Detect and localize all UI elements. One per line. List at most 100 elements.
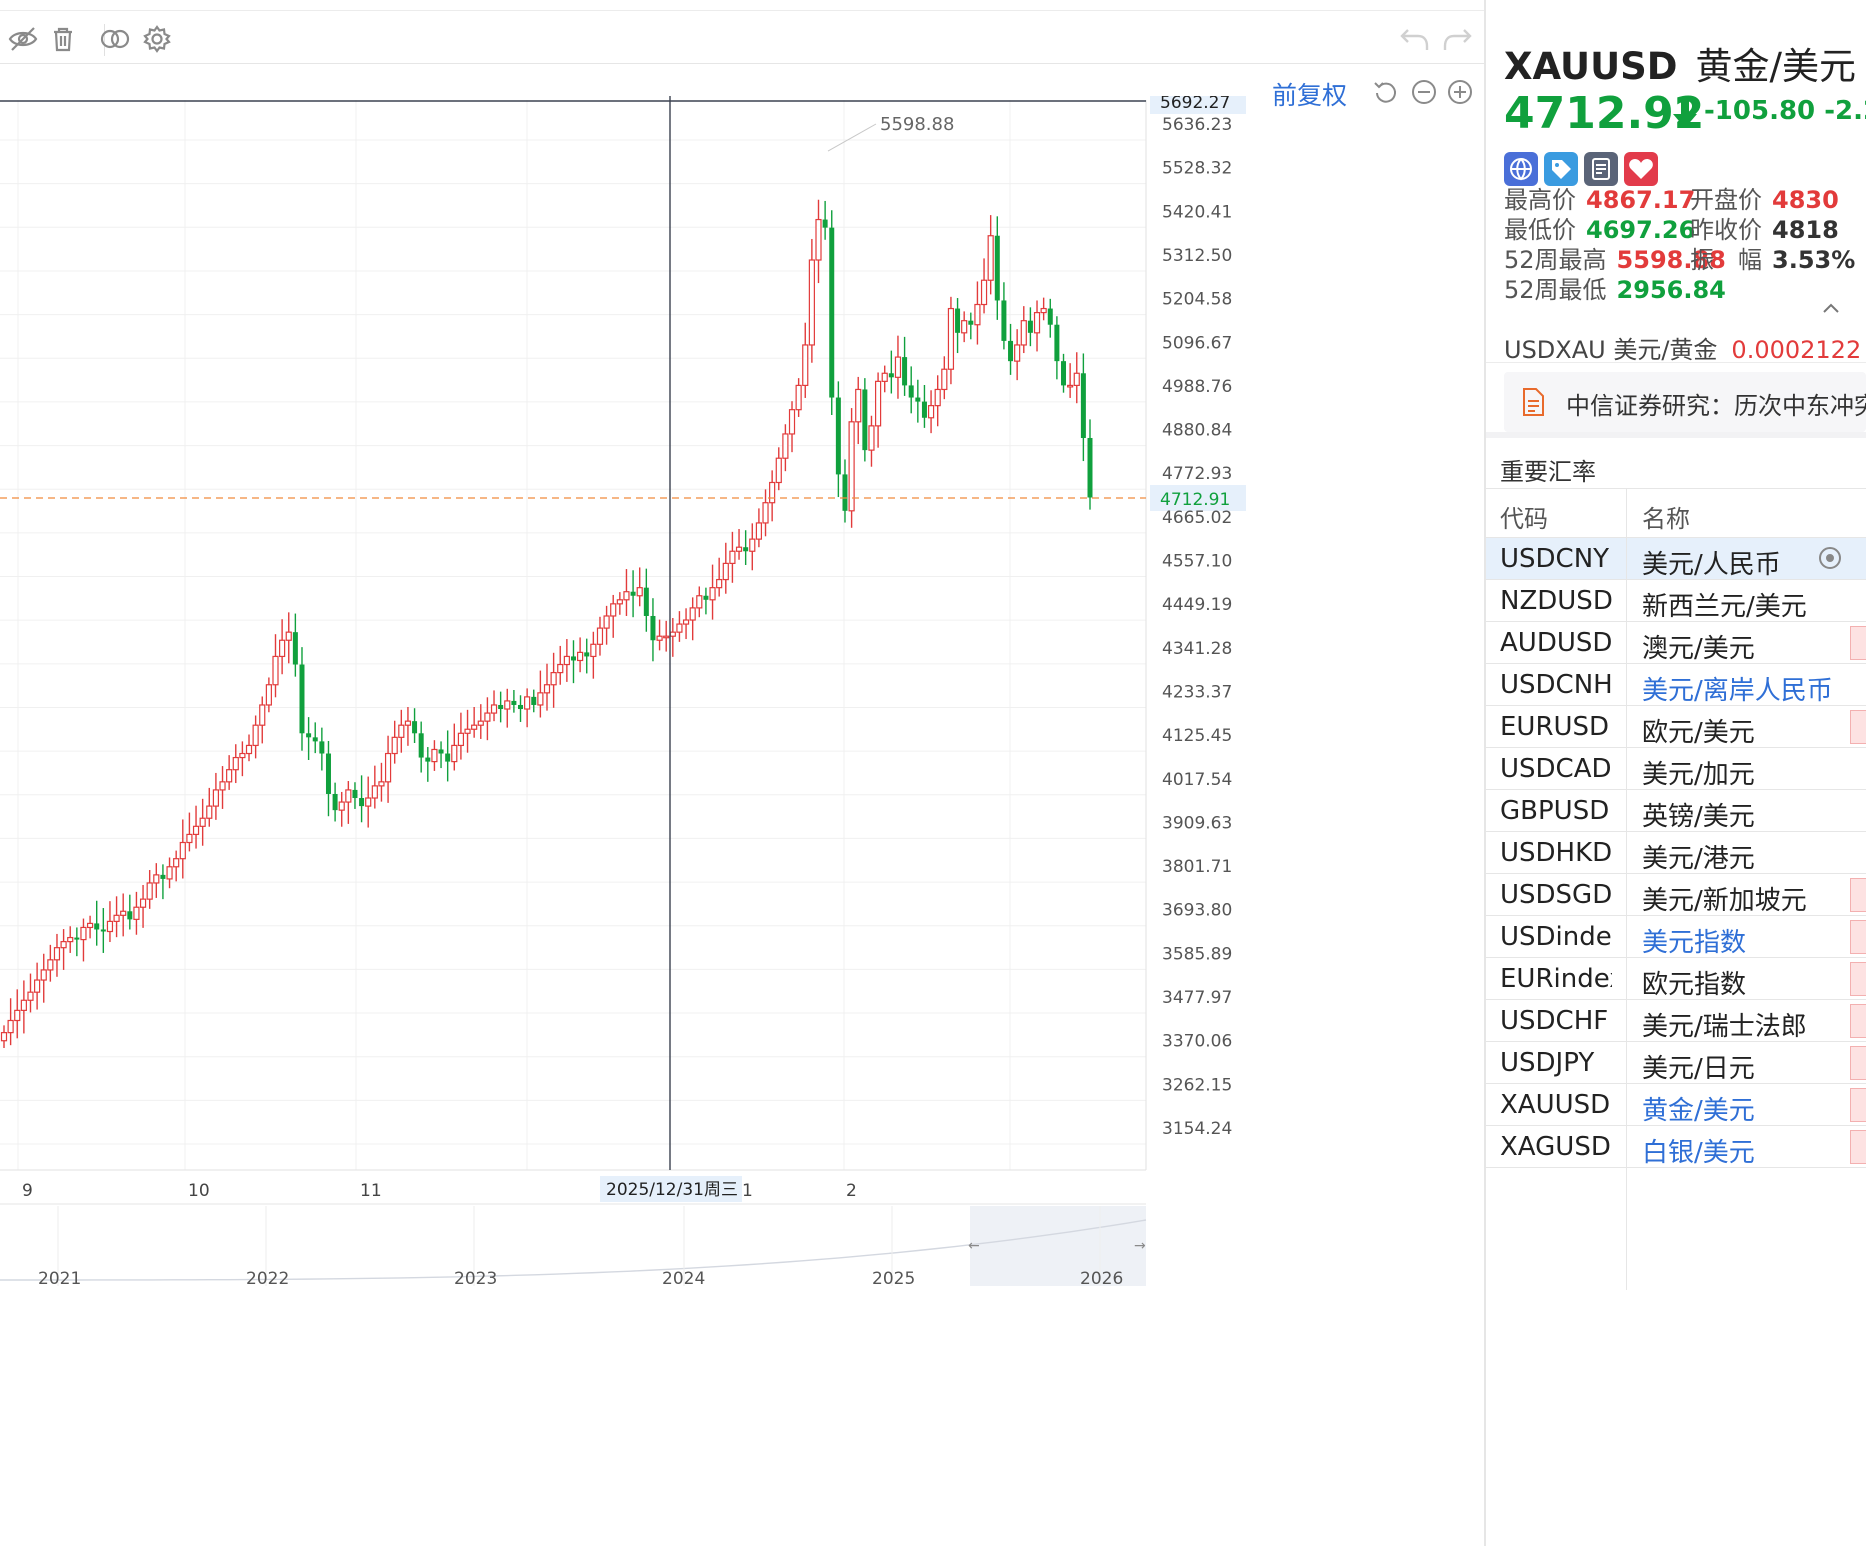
rate-row[interactable]: USDCNY 美元/人民币: [1486, 538, 1866, 580]
heart-icon[interactable]: [1624, 152, 1658, 186]
rate-row[interactable]: USDCHF 美元/瑞士法郎: [1486, 1000, 1866, 1042]
candle-body: [272, 655, 279, 686]
reset-icon[interactable]: [1372, 78, 1400, 106]
y-tick-label: 3262.15: [1162, 1075, 1232, 1095]
candle-body: [239, 752, 246, 759]
row-marker: [1850, 626, 1866, 660]
candle-body: [352, 789, 358, 799]
rate-row[interactable]: USDCNH 美元/离岸人民币: [1486, 664, 1866, 706]
rate-name: 美元/日元: [1642, 1054, 1755, 1084]
price-adjust-toggle[interactable]: 前复权: [1272, 81, 1348, 110]
y-tick-label: 3693.80: [1162, 901, 1232, 921]
rates-section-title: 重要汇率: [1500, 458, 1596, 486]
candle-body: [874, 380, 882, 427]
globe-icon[interactable]: [1504, 152, 1538, 186]
candle-body: [968, 320, 974, 325]
zoom-in-icon[interactable]: [1446, 78, 1474, 106]
rate-name: 美元/瑞士法郎: [1642, 1012, 1807, 1042]
redo-icon[interactable]: [1440, 24, 1474, 54]
toolbar-top-divider: [0, 10, 1484, 11]
rate-name[interactable]: 美元指数: [1642, 928, 1747, 958]
rate-row[interactable]: XAGUSD 白银/美元: [1486, 1126, 1866, 1168]
crosshair-date-box: [600, 1176, 742, 1202]
candle-body: [703, 595, 709, 600]
candle-body: [616, 599, 623, 605]
rate-row[interactable]: USDHKD 美元/港元: [1486, 832, 1866, 874]
table-column-divider: [1626, 488, 1627, 1290]
candle-body: [537, 692, 544, 706]
settings-icon[interactable]: [140, 22, 174, 56]
tag-icon[interactable]: [1544, 152, 1578, 186]
rate-row[interactable]: USDSGD 美元/新加坡元: [1486, 874, 1866, 916]
candle-body: [359, 798, 365, 807]
inverse-quote[interactable]: USDXAU 美元/黄金 0.0002122: [1504, 336, 1862, 364]
candle-body: [27, 991, 34, 1001]
y-tick-label: 5096.67: [1162, 333, 1232, 353]
rate-name[interactable]: 美元/离岸人民币: [1642, 676, 1833, 706]
symbol-code: XAUUSD: [1504, 45, 1678, 88]
plot-area: [0, 100, 1146, 1170]
candle-body: [915, 397, 921, 402]
note-icon[interactable]: [1584, 152, 1618, 186]
rate-row[interactable]: NZDUSD 新西兰元/美元: [1486, 580, 1866, 622]
candle-body: [40, 969, 47, 981]
candle-body: [663, 635, 670, 639]
row-marker: [1850, 1088, 1866, 1122]
candle-body: [557, 663, 564, 674]
candle-body: [1047, 308, 1053, 325]
rate-row[interactable]: XAUUSD 黄金/美元: [1486, 1084, 1866, 1126]
candle-body: [795, 384, 802, 411]
visibility-off-icon[interactable]: [6, 22, 40, 56]
rate-row[interactable]: USDCAD 美元/加元: [1486, 748, 1866, 790]
x-tick-label: 1: [742, 1181, 753, 1201]
candle-body: [398, 724, 405, 738]
candle-body: [378, 781, 385, 787]
candle-body: [755, 522, 763, 540]
y-tick-label: 4449.19: [1162, 595, 1232, 615]
compare-icon[interactable]: [98, 22, 132, 56]
rate-row[interactable]: GBPUSD 英镑/美元: [1486, 790, 1866, 832]
stat-open: 开盘价 4830: [1690, 186, 1839, 214]
candle-body: [20, 999, 27, 1011]
navigator-line: [0, 1219, 1147, 1281]
x-tick-label: 11: [360, 1181, 382, 1201]
rate-row[interactable]: USDindex 美元指数: [1486, 916, 1866, 958]
zoom-out-icon[interactable]: [1410, 78, 1438, 106]
eye-icon[interactable]: [1816, 546, 1844, 570]
candle-body: [113, 914, 120, 922]
news-ticker[interactable]: 中信证券研究：历次中东冲突: [1504, 372, 1866, 432]
rate-row[interactable]: EURindex 欧元指数: [1486, 958, 1866, 1000]
y-tick-label: 4772.93: [1162, 464, 1232, 484]
candle-body: [86, 922, 94, 929]
candle-body: [518, 704, 524, 710]
chevron-up-icon[interactable]: [1820, 300, 1842, 316]
panel-divider: [1486, 362, 1866, 363]
symbol-header: XAUUSD 黄金/美元: [1504, 36, 1856, 90]
candle-body: [1008, 340, 1014, 362]
candle-body: [431, 748, 438, 763]
symbol-name: 黄金/美元: [1695, 45, 1856, 88]
candle-body: [769, 481, 776, 504]
rate-row[interactable]: AUDUSD 澳元/美元: [1486, 622, 1866, 664]
rate-code: XAUUSD: [1500, 1090, 1611, 1120]
rate-row[interactable]: USDJPY 美元/日元: [1486, 1042, 1866, 1084]
x-tick-label: 2: [846, 1181, 857, 1201]
candle-body: [412, 721, 418, 734]
navigator-right-handle-icon[interactable]: →: [1134, 1238, 1146, 1254]
rate-name[interactable]: 黄金/美元: [1642, 1096, 1755, 1126]
rate-name[interactable]: 白银/美元: [1642, 1138, 1755, 1168]
navigator-selection[interactable]: [970, 1206, 1146, 1286]
navigator-left-handle-icon[interactable]: ←: [968, 1238, 980, 1254]
undo-icon[interactable]: [1398, 24, 1432, 54]
candle-body: [1001, 300, 1007, 341]
candlestick-chart[interactable]: 5598.88 5692.27 4712.91 5636.23 5528.32 5420.…: [0, 96, 1484, 1546]
price-change: -105.80 -2.20%: [1704, 96, 1866, 126]
trash-icon[interactable]: [46, 22, 80, 56]
rate-code: AUDUSD: [1500, 628, 1612, 658]
y-tick-label: 3909.63: [1162, 813, 1232, 833]
rate-row[interactable]: EURUSD 欧元/美元: [1486, 706, 1866, 748]
candle-body: [563, 655, 570, 666]
candle-body: [418, 733, 424, 758]
y-tick-label: 5204.58: [1162, 290, 1232, 310]
candle-body: [199, 817, 206, 827]
